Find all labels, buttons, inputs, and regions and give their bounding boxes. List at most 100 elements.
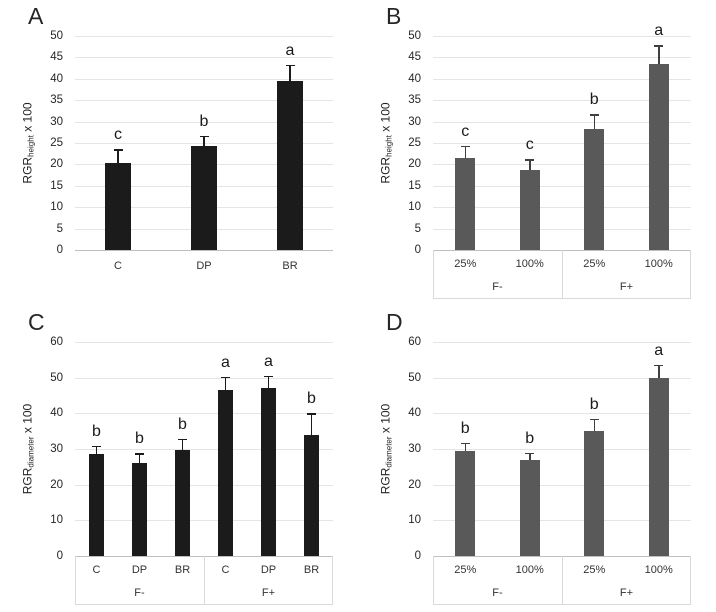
y-tick-label: 50 (50, 371, 63, 384)
y-tick-label: 60 (408, 336, 421, 348)
y-tick-label: 10 (408, 514, 421, 527)
gridline (433, 78, 691, 80)
panel-b-letter: B (386, 3, 402, 29)
group-divider (204, 556, 205, 604)
error-bar (593, 115, 595, 130)
gridline (433, 121, 691, 123)
bar (648, 64, 669, 250)
panel-b: B RGRheight x 100 0 5 10 15 20 25 30 35 40 45 50 c c b… (358, 0, 716, 306)
error-bar (289, 65, 291, 81)
y-tick-label: 25 (50, 137, 63, 149)
gridline (75, 78, 333, 80)
gridline (433, 449, 691, 450)
error-bar (658, 365, 660, 378)
panel-c: C RGRdiameter x 100 0 10 20 30 40 50 60 b b b a a b F-… (0, 306, 358, 612)
gridline (75, 377, 333, 379)
y-tick-label: 40 (50, 407, 63, 420)
y-tick-label: 20 (408, 478, 421, 491)
error-bar (224, 377, 227, 391)
bar (277, 80, 303, 250)
error-bar-cap (589, 114, 599, 116)
error-bar-cap (199, 135, 209, 138)
gridline (433, 377, 691, 379)
y-tick-label: 40 (408, 407, 421, 420)
panel-a-bar-chart: RGRheight x 100 0 5 10 15 20 25 30 35 40 45 50 c b a C D… (0, 0, 358, 306)
y-tick-label: 0 (56, 244, 63, 256)
gridline (433, 413, 691, 415)
y-tick-label: 30 (50, 443, 63, 455)
bar (191, 145, 217, 250)
category-label: C (221, 564, 230, 576)
error-bar-cap (178, 438, 187, 441)
y-tick-label: 20 (408, 158, 421, 171)
category-label: 25% (583, 564, 606, 576)
y-tick-label: 15 (408, 179, 421, 192)
gridline (433, 185, 691, 187)
y-tick-label: 30 (50, 115, 63, 128)
panel-d-bar-chart: RGRdiameter x 100 0 10 20 30 40 50 60 b b b a F- F+ 25… (358, 306, 716, 612)
bar (105, 163, 131, 250)
gridline (433, 207, 691, 209)
error-bar-cap (264, 375, 273, 378)
panel-b-bar-chart: RGRheight x 100 0 5 10 15 20 25 30 35 40 45 50 c c b a F… (358, 0, 716, 306)
significance-letter: b (525, 429, 535, 447)
group-label: F+ (261, 587, 276, 599)
category-label: BR (282, 260, 298, 272)
gridline (75, 36, 333, 37)
error-bar-cap (525, 159, 535, 161)
y-tick-label: 30 (408, 443, 421, 455)
bar (261, 388, 276, 556)
gridline (433, 228, 691, 230)
y-tick-label: 10 (50, 514, 63, 527)
bar (584, 431, 605, 556)
bar (175, 450, 190, 556)
y-tick-label: 35 (50, 94, 63, 107)
bar (304, 434, 319, 556)
y-tick-label: 60 (50, 336, 63, 348)
error-bar-cap (285, 64, 295, 67)
error-bar-cap (113, 149, 123, 151)
panel-c-bar-chart: RGRdiameter x 100 0 10 20 30 40 50 60 b b b a a b F- F+… (0, 306, 358, 612)
bar (132, 462, 147, 556)
significance-letter: a (264, 352, 273, 370)
panel-d: D RGRdiameter x 100 0 10 20 30 40 50 60 b b b a F- F+… (358, 306, 716, 612)
error-bar-cap (460, 145, 470, 148)
y-tick-label: 35 (408, 94, 421, 107)
error-bar (181, 439, 184, 451)
category-label: 25% (454, 564, 477, 576)
error-bar-cap (654, 45, 664, 47)
bar (455, 450, 476, 556)
bar (584, 129, 605, 250)
error-bar-cap (92, 445, 101, 448)
group-divider (562, 250, 563, 298)
y-tick-label: 50 (408, 30, 421, 42)
error-bar-cap (589, 418, 599, 421)
y-tick-label: 15 (50, 179, 63, 192)
error-bar-cap (221, 376, 230, 379)
y-tick-label: 45 (408, 51, 421, 64)
significance-letter: a (654, 22, 664, 40)
y-tick-label: 5 (414, 222, 421, 235)
y-tick-label: 40 (408, 72, 421, 85)
error-bar (529, 160, 531, 170)
category-label: 100% (644, 564, 673, 576)
bar (648, 377, 669, 556)
category-axis-box (433, 250, 691, 299)
error-bar-cap (460, 442, 470, 445)
error-bar (95, 446, 98, 454)
error-bar-cap (525, 452, 535, 455)
bar (519, 169, 540, 250)
bar (89, 453, 104, 556)
significance-letter: b (589, 91, 599, 109)
gridline (433, 164, 691, 166)
group-label: F- (492, 587, 503, 599)
significance-letter: c (525, 136, 534, 154)
gridline (75, 100, 333, 102)
gridline (433, 36, 691, 37)
gridline (433, 342, 691, 343)
error-bar (529, 453, 531, 461)
error-bar (117, 150, 119, 164)
significance-letter: b (178, 415, 187, 433)
gridline (75, 121, 333, 123)
